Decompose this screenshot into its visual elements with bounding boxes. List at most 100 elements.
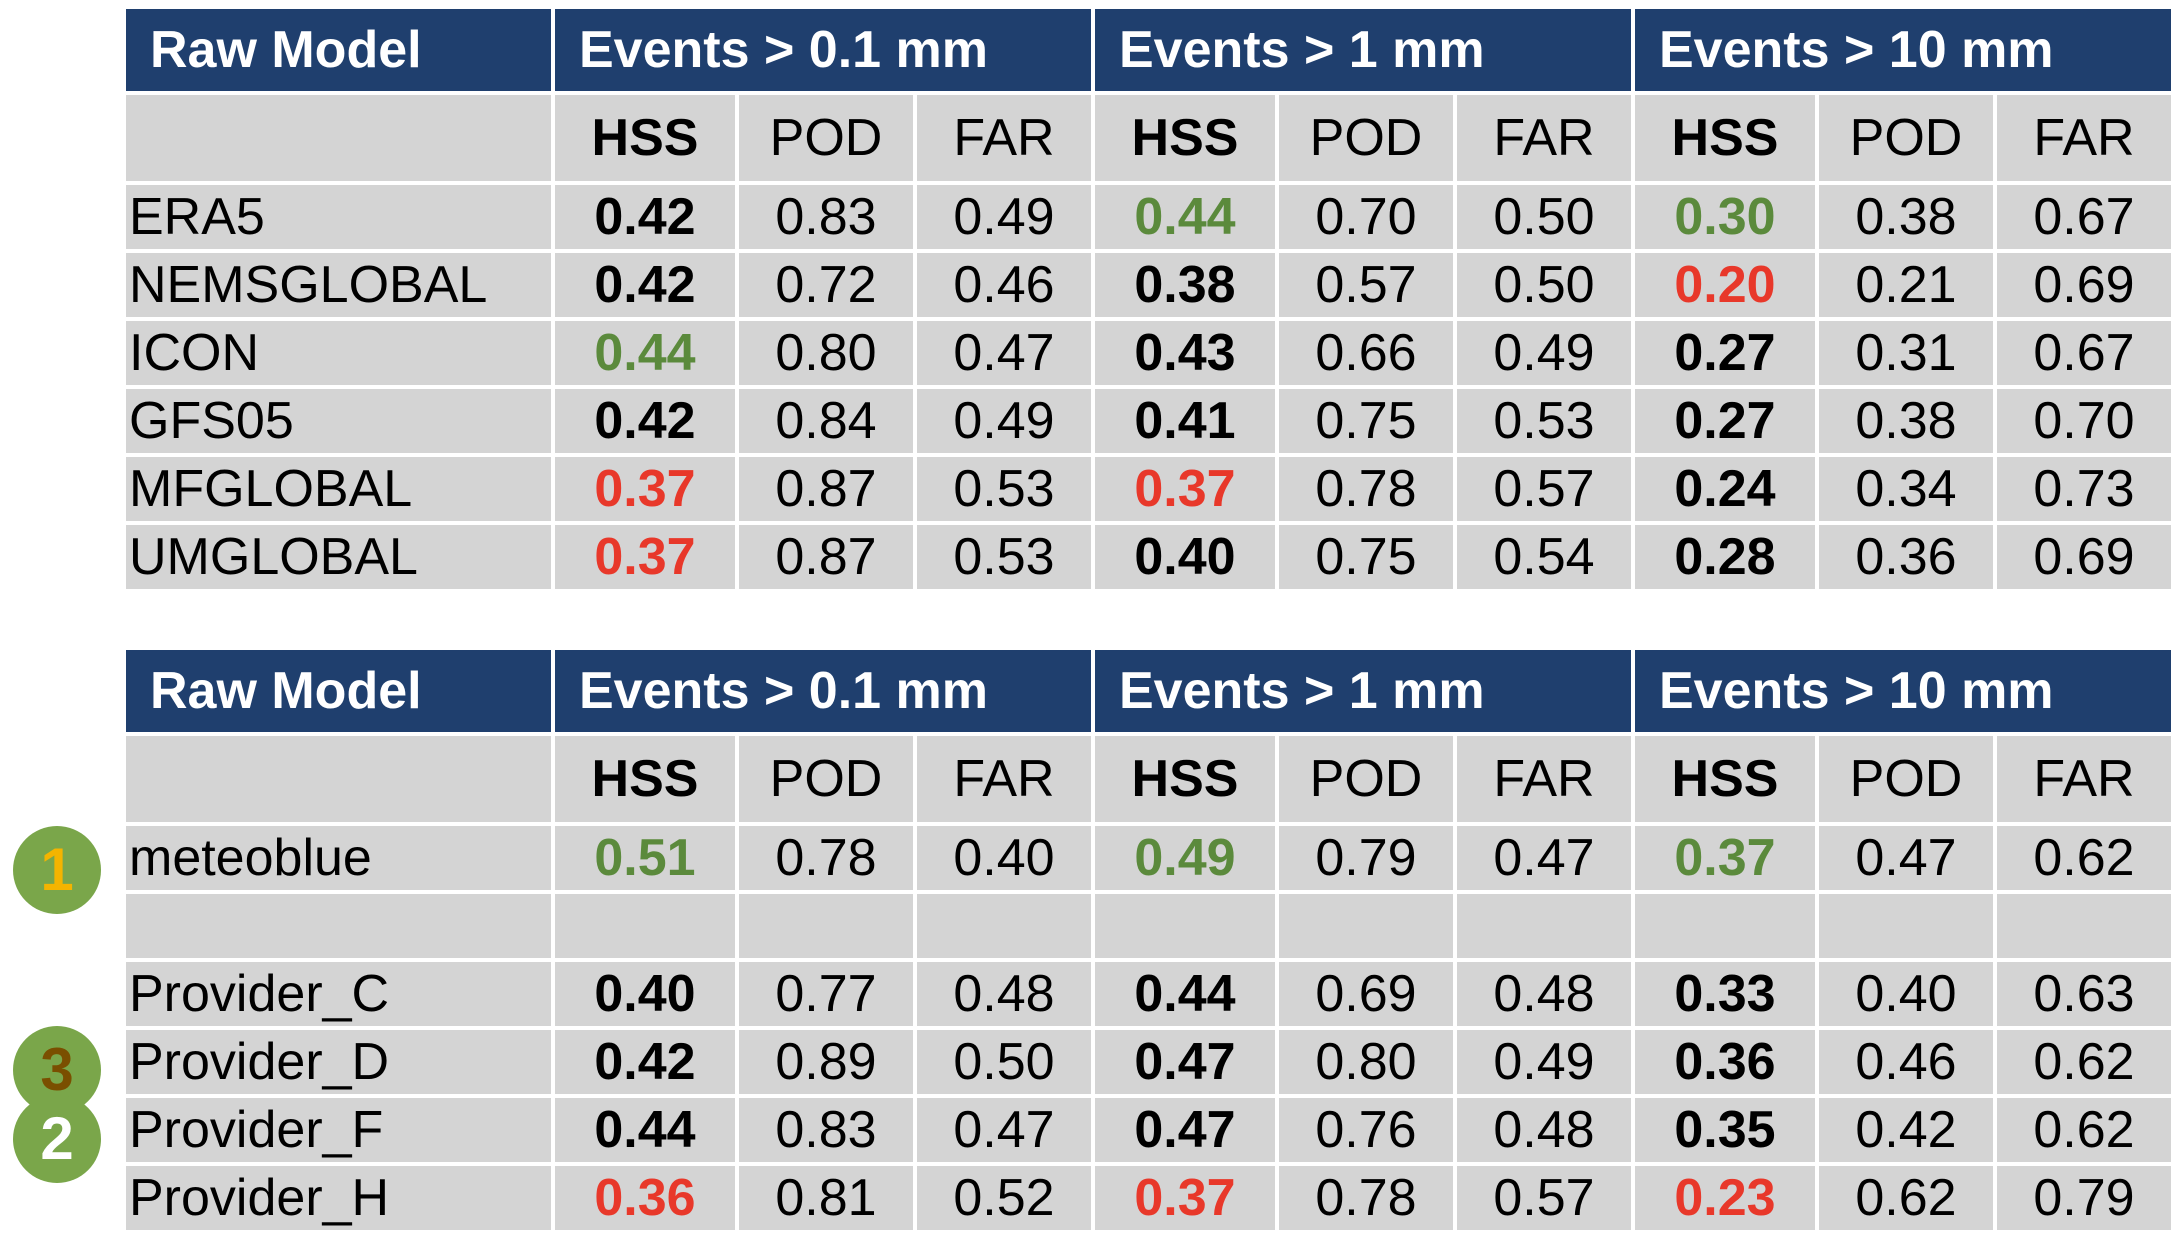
score-cell-pod: 0.46 bbox=[1819, 1030, 1993, 1094]
score-cell-pod: 0.78 bbox=[1279, 457, 1453, 521]
score-cell-far: 0.49 bbox=[1457, 1030, 1631, 1094]
score-cell-hss: 0.24 bbox=[1635, 457, 1815, 521]
score-cell-hss: 0.36 bbox=[555, 1166, 735, 1230]
score-cell-far: 0.40 bbox=[917, 826, 1091, 890]
score-cell-far: 0.62 bbox=[1997, 1030, 2171, 1094]
table-row: ICON 0.44 0.80 0.47 0.43 0.66 0.49 0.27 0.31 0.67 bbox=[126, 321, 2171, 385]
table-row: GFS05 0.42 0.84 0.49 0.41 0.75 0.53 0.27 0.38 0.7… bbox=[126, 389, 2171, 453]
model-name: GFS05 bbox=[126, 389, 551, 453]
score-cell-far: 0.48 bbox=[917, 962, 1091, 1026]
score-cell-far: 0.53 bbox=[917, 457, 1091, 521]
model-name: meteoblue bbox=[126, 826, 551, 890]
score-cell-hss: 0.37 bbox=[1635, 826, 1815, 890]
score-cell-far: 0.67 bbox=[1997, 321, 2171, 385]
table-row: ERA5 0.42 0.83 0.49 0.44 0.70 0.50 0.30 0.38 0.67 bbox=[126, 185, 2171, 249]
score-cell-far: 0.47 bbox=[1457, 826, 1631, 890]
score-cell-pod: 0.69 bbox=[1279, 962, 1453, 1026]
metric-header-pod: POD bbox=[1279, 736, 1453, 822]
score-cell-far: 0.62 bbox=[1997, 1098, 2171, 1162]
score-cell-hss: 0.38 bbox=[1095, 253, 1275, 317]
table-row: Provider_H 0.36 0.81 0.52 0.37 0.78 0.57 0.23 0.… bbox=[126, 1166, 2171, 1230]
score-cell-hss bbox=[1095, 894, 1275, 958]
score-cell-far: 0.53 bbox=[1457, 389, 1631, 453]
score-cell-pod: 0.83 bbox=[739, 185, 913, 249]
metric-header-far: FAR bbox=[1457, 95, 1631, 181]
score-cell-far: 0.49 bbox=[1457, 321, 1631, 385]
score-cell-hss: 0.33 bbox=[1635, 962, 1815, 1026]
score-cell-pod: 0.78 bbox=[1279, 1166, 1453, 1230]
score-cell-pod: 0.81 bbox=[739, 1166, 913, 1230]
event-threshold-header: Events > 0.1 mm bbox=[555, 650, 1091, 732]
score-cell-far: 0.47 bbox=[917, 321, 1091, 385]
header-row: Raw Model Events > 0.1 mm Events > 1 mm Eve… bbox=[126, 9, 2171, 91]
metric-header-hss: HSS bbox=[1095, 736, 1275, 822]
score-cell-pod: 0.80 bbox=[739, 321, 913, 385]
score-cell-hss: 0.44 bbox=[1095, 185, 1275, 249]
score-cell-pod: 0.21 bbox=[1819, 253, 1993, 317]
score-cell-hss: 0.44 bbox=[555, 321, 735, 385]
score-cell-far: 0.57 bbox=[1457, 457, 1631, 521]
score-cell-pod: 0.83 bbox=[739, 1098, 913, 1162]
score-cell-hss: 0.40 bbox=[1095, 525, 1275, 589]
score-cell-far: 0.48 bbox=[1457, 962, 1631, 1026]
score-cell-pod: 0.40 bbox=[1819, 962, 1993, 1026]
score-cell-pod: 0.75 bbox=[1279, 525, 1453, 589]
score-cell-far: 0.67 bbox=[1997, 185, 2171, 249]
score-cell-hss: 0.47 bbox=[1095, 1098, 1275, 1162]
score-cell-pod: 0.87 bbox=[739, 457, 913, 521]
score-cell-pod: 0.57 bbox=[1279, 253, 1453, 317]
model-name: Provider_F bbox=[126, 1098, 551, 1162]
score-cell-far: 0.49 bbox=[917, 389, 1091, 453]
score-cell-hss: 0.30 bbox=[1635, 185, 1815, 249]
metric-header-pod: POD bbox=[1279, 95, 1453, 181]
score-cell-far: 0.79 bbox=[1997, 1166, 2171, 1230]
score-cell-pod: 0.34 bbox=[1819, 457, 1993, 521]
score-cell-far: 0.69 bbox=[1997, 253, 2171, 317]
metric-header-far: FAR bbox=[1997, 95, 2171, 181]
score-cell-pod: 0.78 bbox=[739, 826, 913, 890]
score-cell-hss: 0.47 bbox=[1095, 1030, 1275, 1094]
score-cell-pod bbox=[1819, 894, 1993, 958]
score-cell-far: 0.50 bbox=[1457, 185, 1631, 249]
score-cell-hss: 0.37 bbox=[1095, 457, 1275, 521]
score-cell-pod: 0.31 bbox=[1819, 321, 1993, 385]
model-name: Provider_H bbox=[126, 1166, 551, 1230]
event-threshold-header: Events > 1 mm bbox=[1095, 650, 1631, 732]
table-row: Provider_D 0.42 0.89 0.50 0.47 0.80 0.49 0.36 0.… bbox=[126, 1030, 2171, 1094]
score-cell-pod: 0.87 bbox=[739, 525, 913, 589]
model-column-header: Raw Model bbox=[126, 650, 551, 732]
score-cell-hss: 0.42 bbox=[555, 185, 735, 249]
score-cell-far: 0.62 bbox=[1997, 826, 2171, 890]
score-cell-pod: 0.38 bbox=[1819, 185, 1993, 249]
metric-header-far: FAR bbox=[917, 95, 1091, 181]
model-name: MFGLOBAL bbox=[126, 457, 551, 521]
table-row bbox=[126, 894, 2171, 958]
score-cell-pod: 0.79 bbox=[1279, 826, 1453, 890]
metric-header-blank bbox=[126, 736, 551, 822]
score-cell-hss bbox=[1635, 894, 1815, 958]
model-name: ICON bbox=[126, 321, 551, 385]
score-cell-hss: 0.51 bbox=[555, 826, 735, 890]
score-cell-hss: 0.37 bbox=[1095, 1166, 1275, 1230]
score-cell-pod: 0.76 bbox=[1279, 1098, 1453, 1162]
event-threshold-header: Events > 0.1 mm bbox=[555, 9, 1091, 91]
score-cell-pod: 0.80 bbox=[1279, 1030, 1453, 1094]
metric-header-far: FAR bbox=[1457, 736, 1631, 822]
model-name: NEMSGLOBAL bbox=[126, 253, 551, 317]
table-row: meteoblue 0.51 0.78 0.40 0.49 0.79 0.47 0.37 0.4… bbox=[126, 826, 2171, 890]
score-cell-hss: 0.27 bbox=[1635, 389, 1815, 453]
score-cell-hss: 0.36 bbox=[1635, 1030, 1815, 1094]
table-row: MFGLOBAL 0.37 0.87 0.53 0.37 0.78 0.57 0.24 0.34… bbox=[126, 457, 2171, 521]
score-cell-hss: 0.37 bbox=[555, 525, 735, 589]
score-cell-far bbox=[917, 894, 1091, 958]
score-cell-pod: 0.77 bbox=[739, 962, 913, 1026]
score-cell-hss: 0.37 bbox=[555, 457, 735, 521]
score-cell-hss bbox=[555, 894, 735, 958]
score-cell-pod: 0.72 bbox=[739, 253, 913, 317]
score-cell-far bbox=[1997, 894, 2171, 958]
score-cell-hss: 0.42 bbox=[555, 389, 735, 453]
score-cell-hss: 0.43 bbox=[1095, 321, 1275, 385]
score-cell-pod bbox=[739, 894, 913, 958]
metric-header-pod: POD bbox=[739, 95, 913, 181]
score-cell-pod: 0.89 bbox=[739, 1030, 913, 1094]
